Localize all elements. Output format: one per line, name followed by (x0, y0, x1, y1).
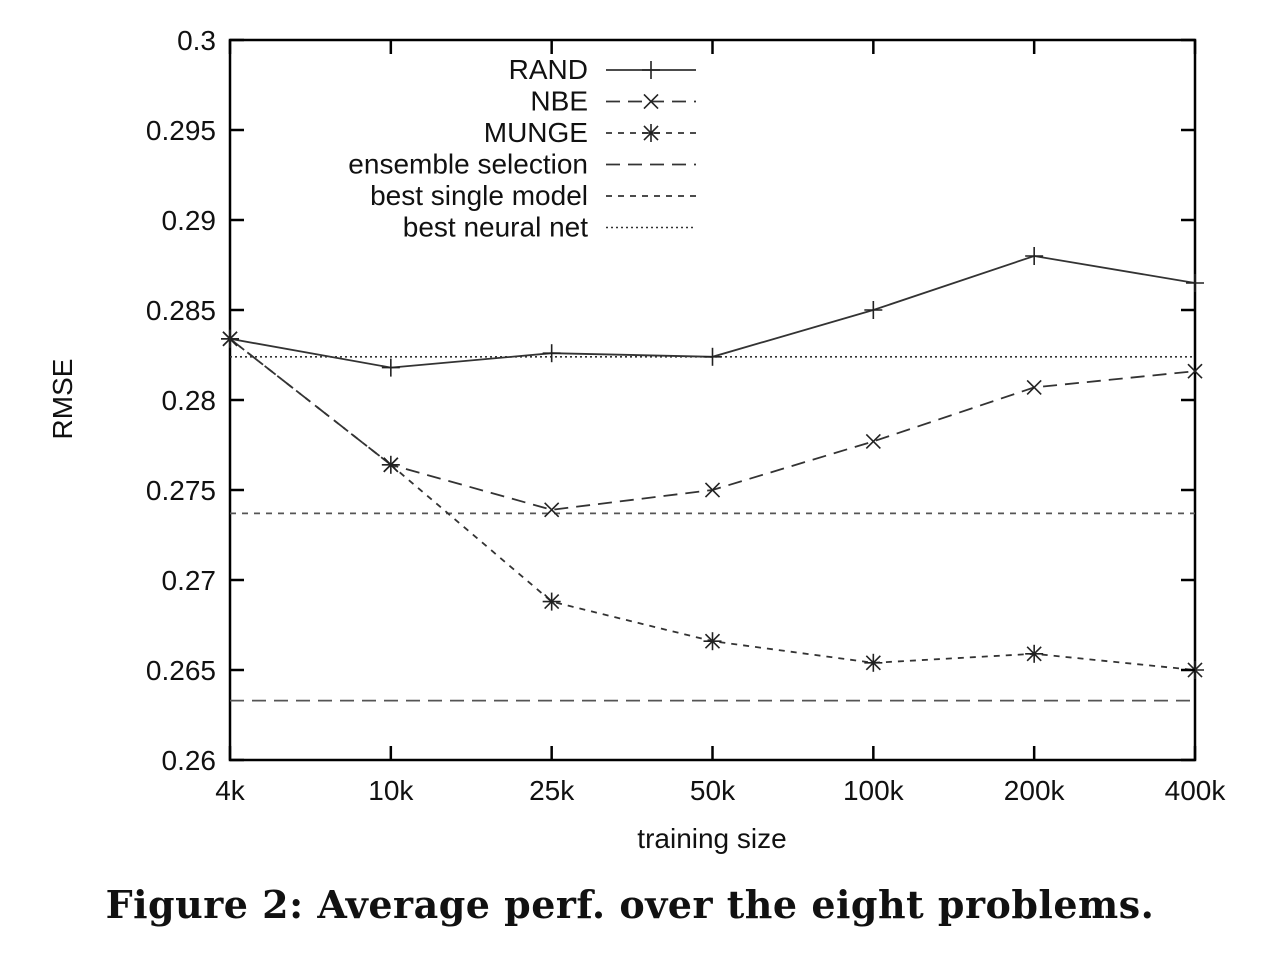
data-point-nbe (865, 433, 881, 449)
y-tick-label: 0.275 (146, 475, 216, 506)
legend-label: NBE (530, 86, 588, 117)
y-axis-label: RMSE (47, 359, 78, 440)
x-tick-label: 400k (1165, 775, 1227, 806)
y-tick-label: 0.29 (162, 205, 217, 236)
data-point-nbe (544, 502, 560, 518)
legend-label: best neural net (403, 212, 588, 243)
legend-label: ensemble selection (348, 149, 588, 180)
y-tick-label: 0.26 (162, 745, 217, 776)
data-point-rand (1025, 247, 1044, 265)
y-tick-label: 0.28 (162, 385, 217, 416)
data-point-munge (703, 632, 722, 651)
data-point-nbe (1026, 379, 1042, 395)
x-axis-label: training size (637, 823, 786, 854)
y-tick-label: 0.27 (162, 565, 217, 596)
data-point-rand (542, 344, 561, 363)
data-point-munge (864, 653, 883, 672)
data-point-munge (221, 329, 239, 348)
legend-label: RAND (509, 54, 588, 85)
legend-marker-sample (642, 61, 660, 79)
y-tick-label: 0.3 (177, 25, 216, 56)
y-tick-label: 0.295 (146, 115, 216, 146)
series-line-munge (229, 338, 1196, 671)
y-tick-label: 0.285 (146, 295, 216, 326)
data-point-rand (864, 301, 883, 319)
legend-marker-sample (642, 124, 660, 142)
x-tick-label: 25k (529, 775, 575, 806)
x-tick-label: 200k (1004, 775, 1066, 806)
data-point-rand (1186, 274, 1204, 292)
legend-marker-sample (643, 93, 659, 110)
line-chart: 0.26 0.265 0.27 0.275 0.28 0.285 0.29 0.295 0.3 4… (47, 25, 1227, 854)
figure-caption: Figure 2: Average perf. over the eight p… (105, 882, 1155, 927)
data-point-munge (542, 592, 561, 611)
x-tick-label: 4k (215, 775, 246, 806)
x-tick-label: 100k (843, 775, 905, 806)
data-point-rand (381, 358, 400, 377)
data-point-nbe (704, 482, 721, 498)
x-tick-label: 50k (690, 775, 736, 806)
y-tick-label: 0.265 (146, 655, 216, 686)
x-tick-label: 10k (368, 775, 414, 806)
data-point-nbe (1187, 363, 1203, 379)
data-point-munge (1025, 644, 1044, 663)
data-point-munge (381, 455, 400, 474)
data-point-rand (703, 347, 722, 366)
legend-label: best single model (370, 180, 588, 211)
legend-label: MUNGE (484, 117, 588, 148)
